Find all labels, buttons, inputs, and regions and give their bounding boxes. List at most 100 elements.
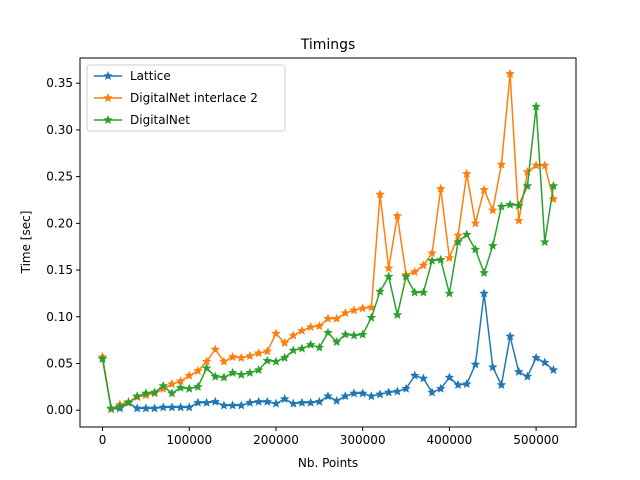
data-point-digitalnet (470, 244, 481, 254)
data-point-digitalnet (479, 267, 489, 277)
data-point-digitalnet (323, 327, 333, 337)
data-point-digitalnet (548, 181, 559, 191)
data-point-lattice (548, 365, 559, 375)
data-point-lattice (522, 371, 533, 381)
data-point-digitalnet (288, 345, 299, 355)
data-point-digitalnet-interlace-2 (340, 308, 351, 318)
data-point-digitalnet (141, 388, 151, 398)
data-point-lattice (418, 373, 429, 383)
data-point-digitalnet (331, 337, 342, 347)
data-point-lattice (253, 396, 264, 406)
data-point-digitalnet (496, 201, 507, 211)
data-point-digitalnet (366, 312, 377, 322)
data-point-lattice (201, 397, 212, 407)
data-point-lattice (193, 397, 203, 407)
data-point-digitalnet-interlace-2 (514, 215, 524, 225)
data-point-digitalnet (227, 367, 238, 377)
data-point-digitalnet-interlace-2 (435, 183, 446, 193)
data-point-digitalnet-interlace-2 (496, 159, 507, 169)
data-point-digitalnet (357, 329, 368, 339)
data-point-lattice (366, 391, 377, 401)
data-point-digitalnet-interlace-2 (279, 337, 290, 347)
data-point-lattice (323, 391, 333, 401)
data-point-digitalnet-interlace-2 (297, 325, 307, 335)
data-point-digitalnet-interlace-2 (245, 351, 255, 361)
y-tick-label: 0.25 (46, 170, 73, 184)
data-point-digitalnet-interlace-2 (167, 379, 177, 389)
data-point-digitalnet-interlace-2 (236, 352, 247, 362)
chart-title: Timings (300, 37, 356, 53)
legend-marker-digitalnet (103, 115, 113, 125)
data-point-lattice (132, 403, 142, 413)
data-point-lattice (279, 393, 290, 404)
x-tick-label: 200000 (253, 433, 299, 447)
data-point-digitalnet (514, 200, 524, 210)
data-point-digitalnet (375, 286, 385, 296)
data-point-lattice (314, 396, 325, 406)
data-point-lattice (141, 403, 151, 413)
data-point-digitalnet (253, 365, 264, 375)
data-point-digitalnet-interlace-2 (409, 266, 420, 276)
y-axis-label: Time [sec] (19, 211, 33, 275)
data-point-digitalnet (132, 391, 142, 401)
data-point-lattice (427, 387, 437, 397)
data-point-digitalnet (435, 254, 446, 264)
data-point-digitalnet (245, 367, 255, 377)
data-point-digitalnet-interlace-2 (210, 344, 221, 354)
data-point-digitalnet (279, 352, 290, 362)
data-point-lattice (479, 288, 489, 298)
data-point-lattice (383, 387, 394, 397)
data-point-lattice (167, 402, 177, 412)
data-point-digitalnet (409, 287, 420, 297)
data-point-lattice (245, 397, 255, 407)
data-point-digitalnet (106, 403, 116, 413)
data-point-lattice (340, 391, 351, 401)
data-point-lattice (375, 389, 385, 399)
data-point-digitalnet (540, 237, 550, 247)
data-point-digitalnet (158, 380, 168, 390)
data-point-lattice (531, 352, 541, 362)
data-point-digitalnet (149, 387, 160, 397)
data-point-lattice (470, 359, 481, 369)
data-point-digitalnet (262, 355, 273, 365)
x-axis-label: Nb. Points (298, 456, 358, 470)
data-point-lattice (297, 397, 307, 407)
data-point-digitalnet-interlace-2 (462, 168, 472, 178)
axis-ticks: 0 100000 200000 300000 400000 500000 0.00 0.05 0… (46, 76, 559, 447)
data-point-lattice (401, 383, 411, 393)
data-point-digitalnet (418, 287, 429, 297)
data-point-lattice (288, 398, 299, 408)
data-point-lattice (453, 379, 463, 389)
y-tick-label: 0.15 (46, 263, 73, 277)
data-point-digitalnet (340, 329, 351, 339)
legend-label-lattice: Lattice (130, 69, 171, 83)
data-point-digitalnet (236, 369, 247, 379)
data-point-lattice (158, 402, 168, 412)
data-point-digitalnet-interlace-2 (418, 260, 429, 270)
data-point-lattice (349, 388, 359, 398)
data-point-lattice (210, 396, 221, 406)
data-point-digitalnet-interlace-2 (331, 313, 342, 323)
data-point-lattice (305, 397, 316, 407)
y-tick-label: 0.10 (46, 310, 73, 324)
data-point-lattice (462, 379, 472, 389)
legend: Lattice DigitalNet interlace 2 DigitalNe… (86, 64, 286, 132)
data-point-digitalnet (297, 343, 307, 353)
data-point-digitalnet (392, 309, 403, 319)
data-point-digitalnet (462, 229, 472, 239)
axes-frame (79, 57, 577, 428)
legend-swatches (94, 71, 122, 125)
data-point-lattice (236, 400, 247, 410)
legend-label-digitalnet: DigitalNet (130, 113, 190, 127)
data-point-lattice (409, 370, 420, 380)
data-point-lattice (505, 331, 515, 341)
data-point-digitalnet-interlace-2 (383, 263, 394, 273)
data-point-digitalnet (314, 342, 325, 352)
data-point-digitalnet-interlace-2 (323, 313, 333, 323)
data-point-digitalnet-interlace-2 (193, 365, 203, 375)
data-point-digitalnet-interlace-2 (375, 189, 385, 199)
y-tick-label: 0.00 (46, 403, 73, 417)
data-point-digitalnet (97, 353, 108, 363)
data-point-lattice (435, 383, 446, 393)
data-point-lattice (262, 396, 273, 406)
